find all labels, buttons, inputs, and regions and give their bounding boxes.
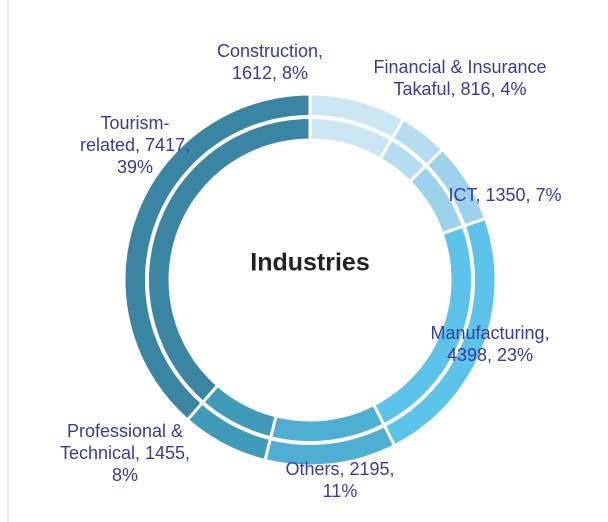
slice-label: Professional & Technical, 1455, 8% [59,421,191,485]
slice [263,402,397,468]
slice-label: Construction, 1612, 8% [216,41,324,83]
ring-divider [145,115,475,445]
slice-label: Others, 2195, 11% [285,459,395,501]
chart-title: Industries [250,249,369,277]
slice-label: Financial & Insurance Takaful, 816, 4% [373,57,547,99]
slice-label: ICT, 1350, 7% [448,185,562,205]
slice [122,92,312,422]
slice-label: Manufacturing, 4398, 23% [430,323,550,365]
slice-label: Tourism-related, 7417, 39% [79,113,191,177]
